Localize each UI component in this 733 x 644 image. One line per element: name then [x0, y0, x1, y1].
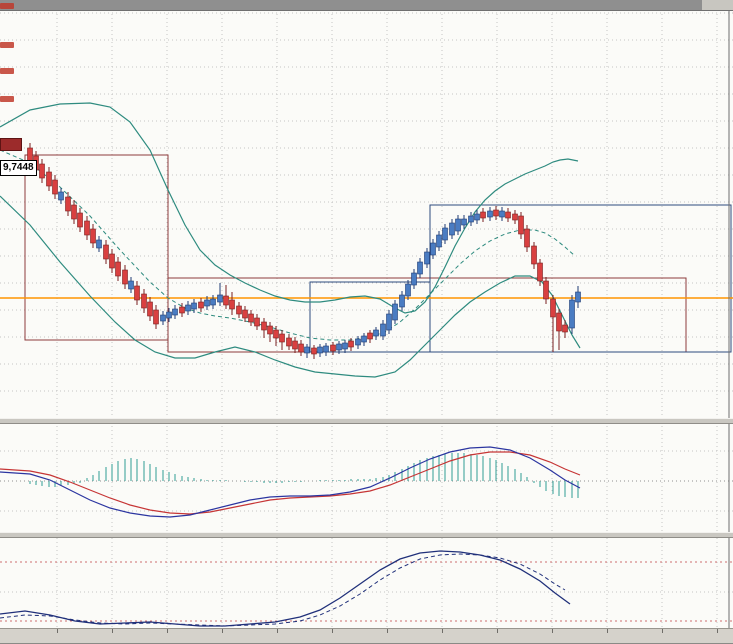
titlebar-corner: [702, 0, 733, 10]
axis-price-marker: [0, 96, 14, 102]
bollinger-bands: [0, 102, 581, 378]
time-tick: [442, 629, 443, 633]
time-tick: [387, 629, 388, 633]
price-flag: [0, 138, 22, 151]
pane-backgrounds: [0, 10, 733, 628]
time-tick: [332, 629, 333, 633]
time-tick: [57, 629, 58, 633]
time-axis[interactable]: [0, 628, 733, 643]
candlesticks: [27, 143, 581, 359]
time-tick: [607, 629, 608, 633]
macd-indicator: [0, 446, 733, 518]
stochastic-indicator: [0, 550, 733, 627]
time-tick: [167, 629, 168, 633]
pane-divider-macd[interactable]: [0, 418, 733, 424]
time-tick: [662, 629, 663, 633]
time-tick: [112, 629, 113, 633]
time-tick: [497, 629, 498, 633]
axis-price-marker: [0, 68, 14, 74]
axis-price-marker: [0, 3, 14, 9]
pane-divider-stochastic[interactable]: [0, 532, 733, 538]
price-tag-value: 9,7448: [3, 162, 34, 173]
axis-price-marker: [0, 42, 14, 48]
time-tick: [717, 629, 718, 633]
price-tag: 9,7448: [0, 160, 37, 176]
time-tick: [552, 629, 553, 633]
time-tick: [222, 629, 223, 633]
time-tick: [277, 629, 278, 633]
window-titlebar[interactable]: [0, 0, 733, 11]
